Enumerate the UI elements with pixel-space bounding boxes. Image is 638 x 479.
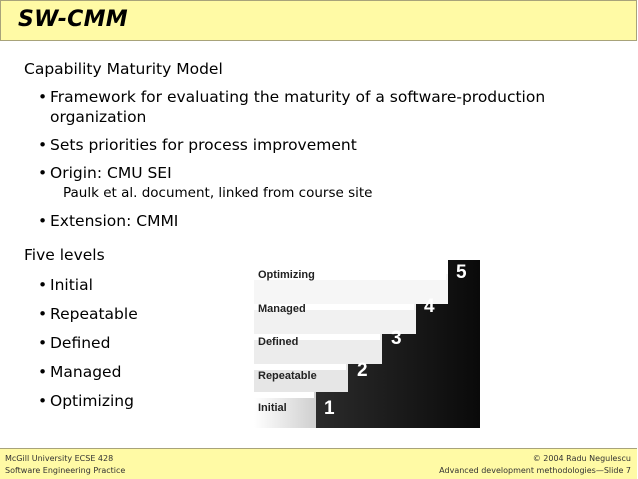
step-label-optimizing: Optimizing [258,269,315,281]
level-item-defined: Defined [38,334,111,352]
step-label-managed: Managed [258,303,306,315]
level-item-managed: Managed [38,363,121,381]
level-item-initial: Initial [38,276,93,294]
step-number-3: 3 [391,328,402,349]
bullet-extension: Extension: CMMI [38,212,178,230]
step-number-5: 5 [456,262,467,283]
maturity-staircase-diagram: Optimizing Managed Defined Repeatable In… [254,252,492,428]
footer-course: Software Engineering Practice [5,466,126,475]
bullet-framework-continued: organization [50,108,147,126]
step-label-initial: Initial [258,402,287,414]
staircase-steps [316,260,480,428]
section-heading-five-levels: Five levels [24,246,105,264]
step-number-4: 4 [424,296,435,317]
footer-slide-info: Advanced development methodologies—Slide… [439,466,631,475]
step-number-1: 1 [324,398,335,419]
footer-copyright: © 2004 Radu Negulescu [532,454,631,463]
sub-item-paulk: Paulk et al. document, linked from cours… [63,185,373,201]
level-item-optimizing: Optimizing [38,392,134,410]
level-item-repeatable: Repeatable [38,305,138,323]
title-bar: SW-CMM [0,0,637,41]
bullet-framework: Framework for evaluating the maturity of… [38,88,545,106]
footer-bar: McGill University ECSE 428 Software Engi… [0,448,637,479]
step-label-repeatable: Repeatable [258,370,317,382]
footer-university: McGill University ECSE 428 [5,454,114,463]
slide-title: SW-CMM [18,7,128,32]
bullet-priorities: Sets priorities for process improvement [38,136,357,154]
section-heading-cmm: Capability Maturity Model [24,60,223,78]
step-number-2: 2 [357,360,368,381]
step-label-defined: Defined [258,336,298,348]
bullet-origin: Origin: CMU SEI [38,164,172,182]
